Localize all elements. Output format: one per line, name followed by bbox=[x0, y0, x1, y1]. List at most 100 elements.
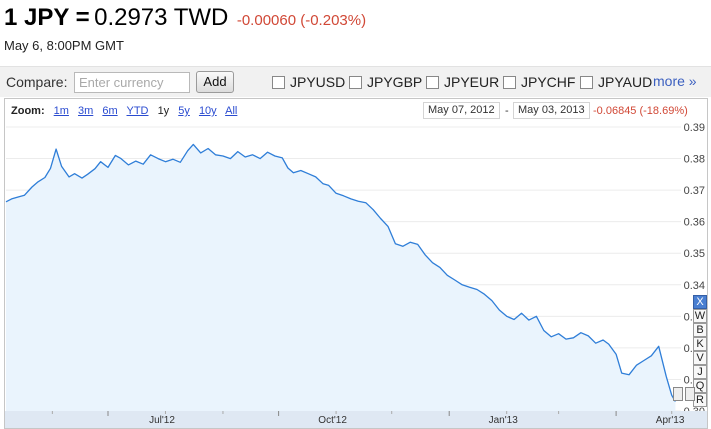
zoom-all[interactable]: All bbox=[225, 105, 238, 117]
data-point bbox=[643, 360, 644, 361]
x-tick-label: Jan'13 bbox=[489, 415, 519, 426]
data-point bbox=[56, 149, 57, 150]
data-point bbox=[629, 374, 630, 375]
data-point bbox=[94, 168, 95, 169]
data-point bbox=[454, 279, 455, 280]
data-point bbox=[573, 337, 574, 338]
data-point bbox=[565, 339, 566, 340]
exchange-rate: 0.2973 TWD bbox=[94, 4, 229, 31]
data-point bbox=[5, 201, 6, 202]
data-point bbox=[128, 164, 129, 165]
zoom-ytd[interactable]: YTD bbox=[126, 105, 149, 117]
data-point bbox=[158, 158, 159, 159]
data-point bbox=[343, 195, 344, 196]
zoom-6m[interactable]: 6m bbox=[102, 105, 118, 117]
compare-label: Compare: bbox=[6, 74, 68, 90]
event-tab-k[interactable]: K bbox=[693, 337, 707, 351]
checkbox-icon[interactable] bbox=[426, 76, 439, 89]
compare-option-jpychf[interactable]: JPYCHF bbox=[503, 74, 575, 90]
data-point bbox=[666, 376, 667, 377]
zoom-3m[interactable]: 3m bbox=[78, 105, 94, 117]
checkbox-icon[interactable] bbox=[580, 76, 593, 89]
data-point bbox=[120, 158, 121, 159]
data-point bbox=[24, 195, 25, 196]
area-fill bbox=[6, 144, 676, 411]
compare-option-jpygbp[interactable]: JPYGBP bbox=[349, 74, 422, 90]
data-point bbox=[107, 167, 108, 168]
event-tab-w[interactable]: W bbox=[693, 309, 707, 323]
y-tick-label: 0.36 bbox=[684, 217, 705, 229]
rate-change: -0.00060 (-0.203%) bbox=[236, 12, 367, 29]
event-tab-q[interactable]: Q bbox=[693, 379, 707, 393]
compare-option-jpyeur[interactable]: JPYEUR bbox=[426, 74, 499, 90]
event-tab-j[interactable]: J bbox=[693, 365, 707, 379]
checkbox-icon[interactable] bbox=[349, 76, 362, 89]
data-point bbox=[350, 198, 351, 199]
currency-base: 1 JPY = bbox=[4, 4, 90, 31]
data-point bbox=[11, 198, 12, 199]
chart-panel: 0.390.380.370.360.350.340.330.320.310.30… bbox=[4, 98, 708, 429]
data-point bbox=[18, 196, 19, 197]
checkbox-icon[interactable] bbox=[272, 76, 285, 89]
data-point bbox=[61, 166, 62, 167]
event-tab-b[interactable]: B bbox=[693, 323, 707, 337]
data-point bbox=[476, 289, 477, 290]
data-point bbox=[323, 183, 324, 184]
data-point bbox=[358, 201, 359, 202]
compare-option-jpyaud[interactable]: JPYAUD bbox=[580, 74, 652, 90]
data-point bbox=[143, 164, 144, 165]
zoom-controls: Zoom: 1m 3m 6m YTD 1y 5y 10y All bbox=[11, 105, 243, 117]
data-point bbox=[439, 267, 440, 268]
data-point bbox=[300, 170, 301, 171]
checkbox-icon[interactable] bbox=[503, 76, 516, 89]
data-point bbox=[595, 343, 596, 344]
data-point bbox=[193, 144, 194, 145]
data-point bbox=[81, 178, 82, 179]
zoom-1m[interactable]: 1m bbox=[53, 105, 69, 117]
data-point bbox=[387, 226, 388, 227]
data-point bbox=[447, 275, 448, 276]
zoom-1y[interactable]: 1y bbox=[157, 105, 170, 117]
range-start-date[interactable]: May 07, 2012 bbox=[423, 102, 500, 119]
quote-timestamp: May 6, 8:00PM GMT bbox=[4, 38, 124, 53]
range-end-date[interactable]: May 03, 2013 bbox=[513, 102, 590, 119]
data-point bbox=[536, 316, 537, 317]
zoom-5y[interactable]: 5y bbox=[178, 105, 190, 117]
compare-currency-input[interactable] bbox=[74, 72, 190, 93]
data-point bbox=[215, 154, 216, 155]
data-point bbox=[365, 202, 366, 203]
data-point bbox=[469, 287, 470, 288]
data-point bbox=[74, 173, 75, 174]
data-point bbox=[395, 243, 396, 244]
range-right-handle[interactable] bbox=[685, 387, 695, 401]
range-left-handle[interactable] bbox=[673, 387, 683, 401]
data-point bbox=[658, 346, 659, 347]
data-point bbox=[100, 161, 101, 162]
data-point bbox=[380, 218, 381, 219]
y-tick-label: 0.38 bbox=[684, 154, 705, 166]
data-point bbox=[135, 161, 136, 162]
quote-header: 1 JPY = 0.2973 TWD -0.00060 (-0.203%) bbox=[4, 4, 366, 34]
more-currencies-link[interactable]: more » bbox=[653, 73, 697, 89]
data-point bbox=[603, 339, 604, 340]
data-point bbox=[521, 313, 522, 314]
compare-bar: Compare: Add JPYUSD JPYGBP JPYEUR JPYCHF… bbox=[0, 66, 711, 97]
event-tab-r[interactable]: R bbox=[693, 393, 707, 407]
data-point bbox=[499, 309, 500, 310]
data-point bbox=[37, 182, 38, 183]
zoom-label: Zoom: bbox=[11, 105, 45, 117]
compare-option-jpyusd[interactable]: JPYUSD bbox=[272, 74, 345, 90]
x-tick-label: Apr'13 bbox=[656, 415, 685, 426]
data-point bbox=[580, 332, 581, 333]
data-point bbox=[651, 355, 652, 356]
data-point bbox=[267, 152, 268, 153]
event-tab-x[interactable]: X bbox=[693, 295, 707, 309]
data-point bbox=[115, 155, 116, 156]
data-point bbox=[558, 333, 559, 334]
data-point bbox=[245, 156, 246, 157]
x-axis-band bbox=[5, 411, 707, 428]
zoom-10y[interactable]: 10y bbox=[198, 105, 217, 117]
add-button[interactable]: Add bbox=[196, 71, 234, 93]
event-tab-v[interactable]: V bbox=[693, 351, 707, 365]
y-tick-label: 0.37 bbox=[684, 185, 705, 197]
